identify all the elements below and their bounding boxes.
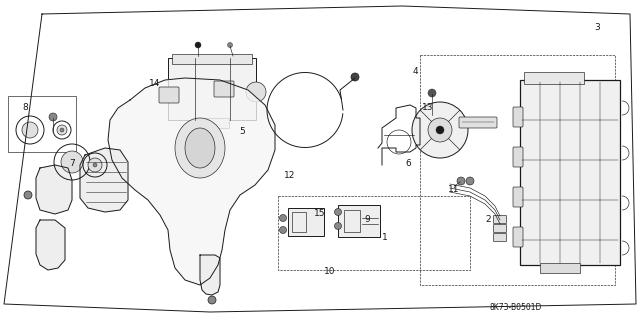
FancyBboxPatch shape <box>540 263 580 273</box>
Circle shape <box>335 222 342 229</box>
FancyBboxPatch shape <box>214 81 234 97</box>
FancyBboxPatch shape <box>513 227 523 247</box>
Text: 8: 8 <box>22 103 28 113</box>
Bar <box>278 196 470 270</box>
Bar <box>420 55 615 285</box>
Text: 4: 4 <box>412 68 418 77</box>
Circle shape <box>428 89 436 97</box>
Circle shape <box>351 73 359 81</box>
Text: 13: 13 <box>422 103 434 113</box>
Text: 1: 1 <box>382 234 388 242</box>
FancyBboxPatch shape <box>195 118 229 128</box>
FancyBboxPatch shape <box>172 54 252 64</box>
FancyBboxPatch shape <box>338 205 380 237</box>
Text: 2: 2 <box>485 216 491 225</box>
FancyBboxPatch shape <box>513 147 523 167</box>
Text: 14: 14 <box>149 79 161 88</box>
Text: 10: 10 <box>324 268 336 277</box>
Text: 5: 5 <box>239 127 245 136</box>
Circle shape <box>246 82 266 102</box>
Circle shape <box>93 163 97 167</box>
Circle shape <box>335 209 342 216</box>
Ellipse shape <box>175 118 225 178</box>
FancyBboxPatch shape <box>493 225 506 233</box>
Text: 7: 7 <box>69 159 75 167</box>
Bar <box>8 96 76 152</box>
FancyBboxPatch shape <box>520 80 620 265</box>
Text: 3: 3 <box>594 24 600 33</box>
Ellipse shape <box>185 128 215 168</box>
Text: 12: 12 <box>284 170 296 180</box>
Circle shape <box>457 177 465 185</box>
Circle shape <box>428 118 452 142</box>
Circle shape <box>195 42 201 48</box>
Text: 15: 15 <box>314 209 326 218</box>
Text: 9: 9 <box>364 216 370 225</box>
FancyBboxPatch shape <box>493 216 506 224</box>
Text: 11: 11 <box>448 186 460 195</box>
Circle shape <box>227 42 232 48</box>
Circle shape <box>49 113 57 121</box>
Circle shape <box>88 158 102 172</box>
Polygon shape <box>80 148 128 212</box>
Circle shape <box>466 177 474 185</box>
Circle shape <box>412 102 468 158</box>
FancyBboxPatch shape <box>459 117 497 128</box>
FancyBboxPatch shape <box>159 87 179 103</box>
FancyBboxPatch shape <box>513 187 523 207</box>
FancyBboxPatch shape <box>513 107 523 127</box>
Circle shape <box>60 128 64 132</box>
Text: 8K73-B0501D: 8K73-B0501D <box>490 303 542 313</box>
Circle shape <box>57 125 67 135</box>
Polygon shape <box>108 78 275 285</box>
Polygon shape <box>36 220 65 270</box>
Circle shape <box>280 226 287 234</box>
Circle shape <box>436 126 444 134</box>
FancyBboxPatch shape <box>288 208 324 236</box>
Text: 6: 6 <box>405 159 411 167</box>
Circle shape <box>208 296 216 304</box>
FancyBboxPatch shape <box>524 72 584 84</box>
Circle shape <box>280 214 287 221</box>
Polygon shape <box>200 255 220 295</box>
FancyBboxPatch shape <box>493 234 506 241</box>
Polygon shape <box>36 165 72 214</box>
FancyBboxPatch shape <box>168 58 256 120</box>
Circle shape <box>24 191 32 199</box>
Circle shape <box>61 151 83 173</box>
Circle shape <box>22 122 38 138</box>
